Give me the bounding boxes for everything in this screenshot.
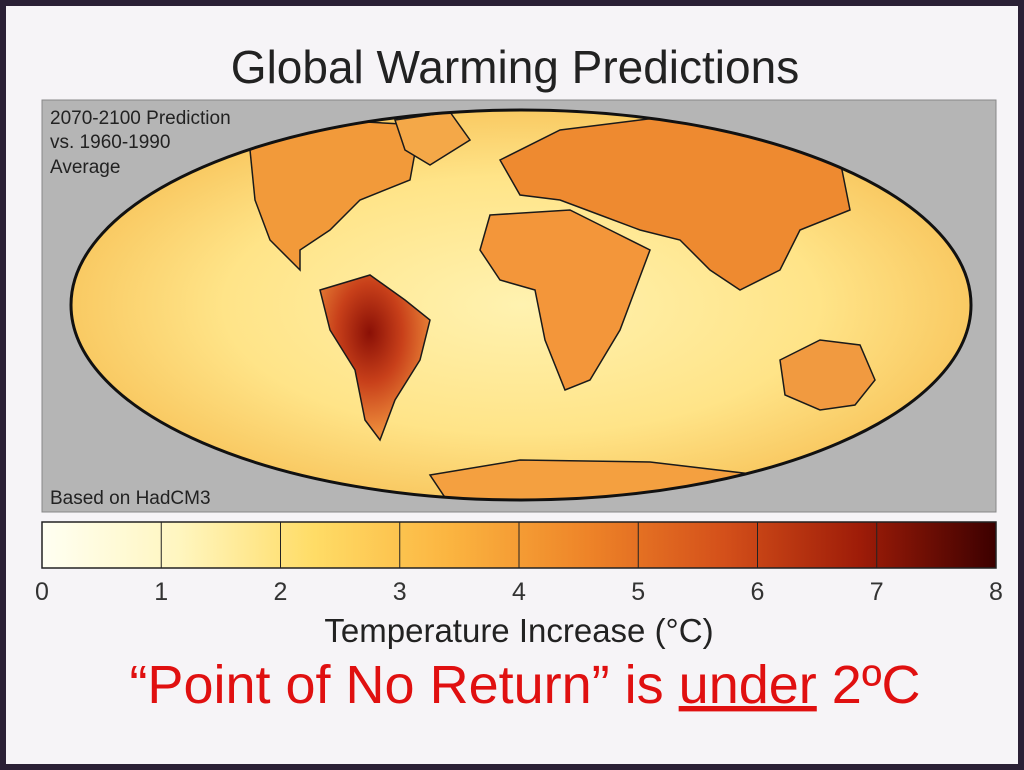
caption-text: 2ºC — [817, 655, 921, 715]
colorbar-tick-label: 6 — [751, 578, 765, 606]
caption-emphasis: under — [679, 655, 817, 715]
caption-text: “Point of No Return” is — [129, 655, 678, 715]
colorbar: 0 1 2 3 4 5 6 7 8 — [35, 521, 1003, 606]
map-source: Based on HadCM3 — [50, 488, 211, 509]
colorbar-tick-label: 0 — [35, 578, 49, 606]
colorbar-tick-label: 1 — [154, 578, 168, 606]
globe-outline — [69, 108, 973, 502]
caption: “Point of No Return” is under 2ºC — [129, 655, 920, 715]
colorbar-tick-label: 3 — [393, 578, 407, 606]
colorbar-tick-label: 7 — [870, 578, 884, 606]
continents — [249, 111, 876, 500]
map-panel: 2070-2100 Prediction vs. 1960-1990 Avera… — [41, 99, 997, 513]
colorbar-tick-label: 5 — [631, 578, 645, 606]
map-annotation: Average — [50, 157, 120, 178]
colorbar-tick-label: 4 — [512, 578, 526, 606]
colorbar-label: Temperature Increase (°C) — [324, 612, 713, 649]
south-america — [319, 274, 431, 442]
title: Global Warming Predictions — [231, 41, 799, 93]
map-annotation: 2070-2100 Prediction — [50, 108, 231, 129]
australia — [779, 339, 876, 411]
map-annotation: vs. 1960-1990 — [50, 132, 170, 153]
north-america — [249, 119, 421, 272]
africa — [479, 209, 651, 391]
colorbar-tick-label: 8 — [989, 578, 1003, 606]
colorbar-tick-label: 2 — [274, 578, 288, 606]
